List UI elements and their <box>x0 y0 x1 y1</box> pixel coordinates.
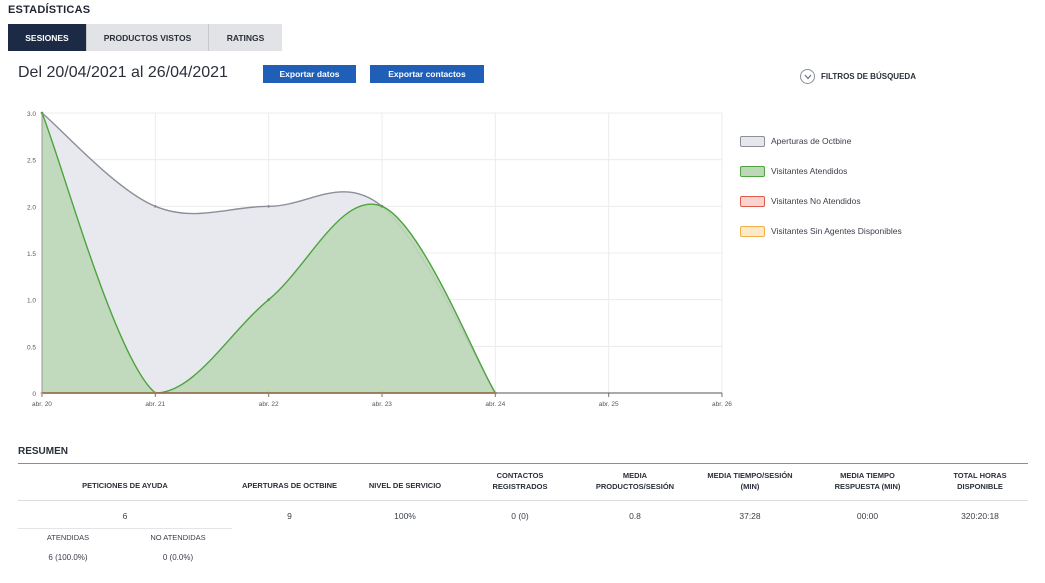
summary-title: RESUMEN <box>18 446 69 457</box>
legend-item-atendidos[interactable]: Visitantes Atendidos <box>740 156 902 186</box>
x-tick-label: abr. 23 <box>372 401 392 408</box>
summary-value-media-productos: 0.8 <box>629 511 641 521</box>
x-tick-label: abr. 26 <box>712 401 732 408</box>
data-point <box>267 298 270 301</box>
page-title: ESTADÍSTICAS <box>8 4 91 16</box>
summary-value-total-horas: 320:20:18 <box>961 511 999 521</box>
y-tick-label: 1.0 <box>27 298 36 305</box>
summary-sub-atendidas-label: ATENDIDAS <box>46 533 90 542</box>
summary-value-aperturas: 9 <box>287 511 292 521</box>
legend-item-sin-agentes[interactable]: Visitantes Sin Agentes Disponibles <box>740 216 902 246</box>
summary-header-peticiones: PETICIONES DE AYUDA <box>82 481 168 490</box>
legend-item-aperturas[interactable]: Aperturas de Octbine <box>740 126 902 156</box>
summary-value-media-tiempo-respuesta: 00:00 <box>856 511 879 521</box>
summary-header-aperturas: APERTURAS DE OCTBINE <box>241 481 337 490</box>
legend-label: Visitantes Sin Agentes Disponibles <box>771 226 902 236</box>
tab-sesiones[interactable]: SESIONES <box>8 24 87 51</box>
summary-header-divider <box>18 500 1028 501</box>
search-filters-label: FILTROS DE BÚSQUEDA <box>821 72 916 81</box>
chevron-down-icon <box>800 69 815 84</box>
sessions-area-chart: 0 0.5 1.0 1.5 2.0 2.5 3.0 abr. 20 abr. 21 abr. 22… <box>27 111 732 408</box>
summary-sub-no-atendidas-value: 0 (0.0%) <box>162 553 194 562</box>
legend-item-no-atendidos[interactable]: Visitantes No Atendidos <box>740 186 902 216</box>
x-tick-label: abr. 22 <box>259 401 279 408</box>
y-tick-label: 2.5 <box>27 158 36 165</box>
legend-label: Aperturas de Octbine <box>771 136 852 146</box>
legend-swatch-no-atendidos <box>740 195 765 207</box>
date-range: Del 20/04/2021 al 26/04/2021 <box>18 64 228 81</box>
summary-header-media-productos: MEDIA PRODUCTOS/SESIÓN <box>595 471 675 491</box>
y-tick-label: 0 <box>32 391 36 398</box>
y-tick-label: 3.0 <box>27 111 36 118</box>
summary-value-peticiones: 6 <box>122 511 128 521</box>
summary-divider <box>18 463 1028 464</box>
legend-label: Visitantes No Atendidos <box>771 196 861 206</box>
x-tick-label: abr. 20 <box>32 401 52 408</box>
summary-header-contactos: CONTACTOS REGISTRADOS <box>492 471 548 491</box>
data-point <box>154 205 157 208</box>
summary-value-nivel: 100% <box>394 511 416 521</box>
tab-ratings[interactable]: RATINGS <box>209 24 282 51</box>
summary-sub-no-atendidas-label: NO ATENDIDAS <box>150 533 206 542</box>
search-filters-toggle[interactable]: FILTROS DE BÚSQUEDA <box>800 69 916 84</box>
chart-legend: Aperturas de Octbine Visitantes Atendido… <box>740 126 902 246</box>
y-tick-label: 0.5 <box>27 344 36 351</box>
x-tick-label: abr. 25 <box>599 401 619 408</box>
summary-header-media-tiempo-respuesta: MEDIA TIEMPO RESPUESTA (MIN) <box>834 471 901 491</box>
legend-label: Visitantes Atendidos <box>771 166 848 176</box>
y-tick-label: 2.0 <box>27 204 36 211</box>
summary-header-media-tiempo-sesion: MEDIA TIEMPO/SESIÓN (MIN) <box>707 471 793 491</box>
legend-swatch-atendidos <box>740 165 765 177</box>
summary-sub-divider <box>18 528 232 529</box>
summary-value-media-tiempo-sesion: 37:28 <box>739 511 761 521</box>
stats-tabs: SESIONES PRODUCTOS VISTOS RATINGS <box>8 24 282 51</box>
export-contacts-button[interactable]: Exportar contactos <box>370 65 484 83</box>
summary-header-total-horas: TOTAL HORAS DISPONIBLE <box>953 471 1007 491</box>
legend-swatch-sin-agentes <box>740 225 765 237</box>
summary-value-contactos: 0 (0) <box>511 511 529 521</box>
x-tick-label: abr. 24 <box>485 401 505 408</box>
summary-sub-atendidas-value: 6 (100.0%) <box>48 553 88 562</box>
series-area-1 <box>42 113 496 393</box>
summary-header-nivel: NIVEL DE SERVICIO <box>368 481 442 490</box>
tab-productos-vistos[interactable]: PRODUCTOS VISTOS <box>87 24 209 51</box>
x-tick-label: abr. 21 <box>145 401 165 408</box>
y-tick-label: 1.5 <box>27 251 36 258</box>
data-point <box>380 205 384 208</box>
legend-swatch-aperturas <box>740 135 765 147</box>
export-data-button[interactable]: Exportar datos <box>263 65 356 83</box>
data-point <box>267 205 270 208</box>
